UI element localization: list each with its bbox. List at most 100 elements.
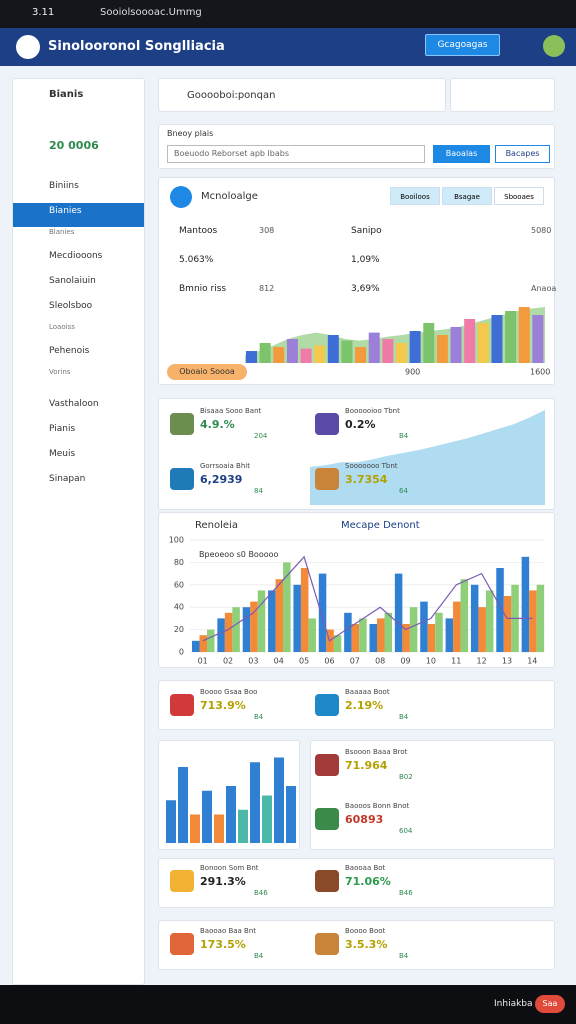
nav-item[interactable]: Meuis (49, 449, 76, 459)
bar (259, 343, 271, 363)
nav-item[interactable]: Pehenois (49, 346, 90, 356)
nav-item[interactable]: Vasthaloon (49, 399, 99, 409)
nav-item[interactable]: Sinapan (49, 474, 86, 484)
tile-icon (315, 754, 339, 776)
search-input[interactable]: Boeuodo Reborset apb lbabs (167, 145, 425, 163)
bar (369, 624, 377, 652)
tile-delta: B4 (254, 713, 264, 721)
nav-sub: Blanies (49, 228, 75, 236)
bar (427, 624, 436, 652)
bar (275, 579, 284, 652)
tile-title: Boooo Gsaa Boo (200, 688, 258, 696)
bar (470, 584, 479, 652)
bar (246, 351, 257, 363)
tab[interactable]: Booiloos (390, 187, 440, 205)
stat-value: Anaoa (531, 284, 557, 293)
bar (355, 347, 367, 363)
tile-icon (170, 870, 194, 892)
secondary-button[interactable]: Bacapes (495, 145, 550, 163)
taskbar-button[interactable]: Saa (535, 995, 565, 1013)
nav-item[interactable]: Mecdiooons (49, 251, 103, 261)
y-tick-label: 80 (174, 558, 184, 567)
nav-item[interactable]: Sanolaiuin (49, 276, 96, 286)
bar (283, 562, 291, 652)
x-tick-label: 04 (274, 657, 284, 666)
bar (166, 800, 176, 843)
x-label: 1600 (530, 368, 550, 377)
stat-label: Mantoos (179, 226, 218, 236)
tile-value: 0.2% (345, 418, 376, 431)
bar (314, 345, 326, 363)
row-card (158, 680, 555, 730)
tile-value: 3.7354 (345, 473, 388, 486)
tab[interactable]: Bsagae (442, 187, 492, 205)
tile-icon (315, 694, 339, 716)
nav-item[interactable]: Pianis (49, 424, 76, 434)
nav-item[interactable]: Bianies (49, 206, 82, 216)
chip[interactable]: Oboaio Soooa (167, 364, 247, 380)
stat-label: Bmnio riss (179, 284, 227, 294)
x-tick-label: 07 (350, 657, 360, 666)
bar (436, 335, 448, 363)
header-button[interactable]: Gcagoagas (425, 34, 500, 56)
bar (384, 612, 392, 652)
bar (368, 332, 380, 363)
bar (518, 307, 530, 363)
bar (485, 590, 494, 652)
x-label: 900 (405, 368, 420, 377)
search-button[interactable]: Baoalas (433, 145, 490, 163)
logo (16, 35, 40, 59)
x-tick-label: 11 (451, 657, 461, 666)
bar (529, 590, 537, 652)
tile-icon (315, 933, 339, 955)
bar (382, 339, 394, 363)
tile-value: 3.5.3% (345, 938, 388, 951)
tile-value: 6,2939 (200, 473, 243, 486)
bar (521, 556, 530, 652)
y-tick-label: 20 (174, 625, 184, 634)
bar (409, 607, 418, 652)
nav-item[interactable]: Sleolsboo (49, 301, 93, 311)
tile-title: Boooo Boot (345, 927, 386, 935)
tile-delta: B4 (399, 713, 409, 721)
bar (327, 335, 339, 363)
stat-label: 1,09% (351, 255, 380, 265)
nav-item[interactable]: Biniins (49, 181, 79, 191)
y-tick-label: 100 (169, 536, 184, 545)
tile-icon (315, 808, 339, 830)
tile-value: 2.19% (345, 699, 384, 712)
tile-title: Sooooooo Tbnt (345, 462, 398, 470)
avatar[interactable] (543, 35, 565, 57)
tab[interactable]: Sbooaes (494, 187, 544, 205)
taskbar-label: Inhiakba (494, 999, 533, 1009)
tile-title: Gorrsoaia Bhit (200, 462, 250, 470)
bar (409, 331, 421, 363)
tile-value: 291.3% (200, 875, 246, 888)
app-title: Sinolooronol Songlliacia (48, 39, 225, 54)
stat-label: 5.063% (179, 255, 214, 265)
bar (207, 629, 215, 652)
bar (308, 618, 316, 652)
bar (318, 573, 327, 652)
bar (250, 762, 260, 843)
bar (202, 790, 212, 843)
tile-delta: 84 (254, 487, 263, 495)
bar (257, 590, 266, 652)
stat-label: Sanipo (351, 226, 382, 236)
trend-title: Renoleia (195, 520, 238, 531)
status-bar: 3.11 Sooiolsoooac.Ummg (0, 0, 576, 28)
search-label: Bneoy plais (167, 129, 214, 138)
tile-title: Bsooon Baaa Brot (345, 748, 408, 756)
bar (453, 601, 461, 652)
overview-icon (170, 186, 192, 208)
bar (491, 315, 503, 363)
tile-delta: B4 (399, 952, 409, 960)
balance: 20 0006 (49, 139, 99, 152)
tab[interactable]: Sooiolsoooac.Ummg (100, 7, 202, 18)
y-tick-label: 0 (179, 648, 184, 657)
tile-title: Boooooioo Tbnt (345, 407, 400, 415)
row-card (158, 920, 555, 970)
taskbar: Inhiakba Saa (0, 985, 576, 1024)
bar (192, 640, 200, 652)
